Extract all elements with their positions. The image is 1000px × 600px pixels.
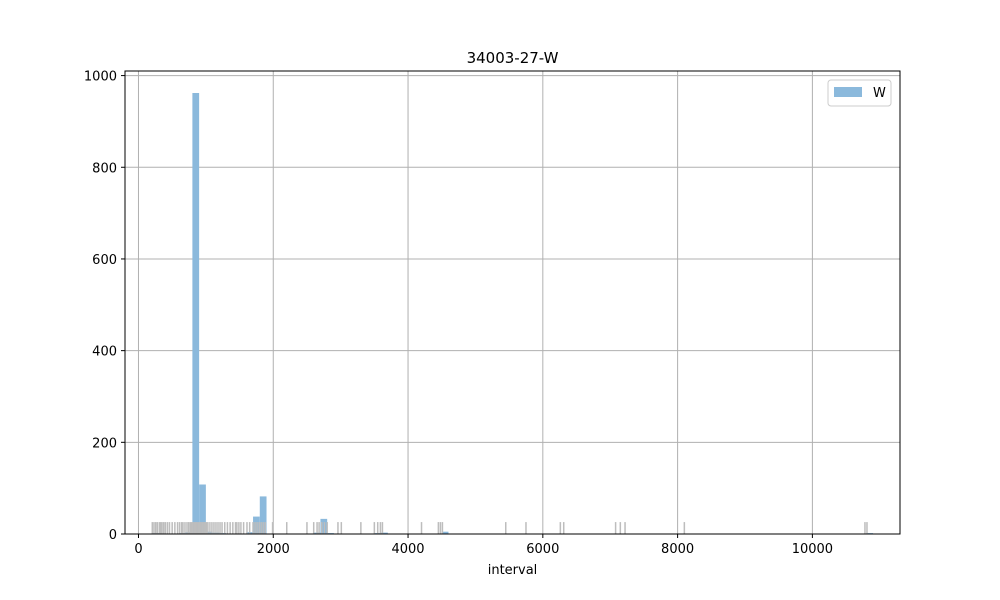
x-tick-label: 4000 bbox=[391, 542, 424, 557]
plot-frame bbox=[124, 70, 901, 535]
x-tick-label: 0 bbox=[134, 542, 142, 557]
y-tick-label: 1000 bbox=[84, 70, 117, 85]
histogram-bars bbox=[151, 93, 874, 534]
y-tick-label: 600 bbox=[92, 253, 117, 268]
y-tick-label: 0 bbox=[109, 528, 117, 543]
histogram-bar bbox=[192, 93, 200, 534]
grid-lines bbox=[125, 71, 900, 535]
x-tick-label: 8000 bbox=[661, 542, 694, 557]
chart-title: 34003-27-W bbox=[467, 49, 559, 67]
y-tick-label: 200 bbox=[92, 436, 117, 451]
legend-swatch-w bbox=[834, 87, 862, 97]
legend: W bbox=[827, 79, 892, 107]
y-tick-label: 800 bbox=[92, 161, 117, 176]
rug-marks bbox=[151, 522, 868, 534]
y-tick-label: 400 bbox=[92, 345, 117, 360]
x-tick-label: 2000 bbox=[257, 542, 290, 557]
x-axis-label: interval bbox=[488, 563, 538, 578]
x-tick-label: 6000 bbox=[526, 542, 559, 557]
y-axis-ticks: 0 200 400 600 800 1000 bbox=[84, 70, 125, 543]
x-tick-label: 10000 bbox=[792, 542, 833, 557]
histogram-bar bbox=[259, 496, 267, 534]
x-axis-ticks: 0 2000 4000 6000 8000 10000 bbox=[134, 534, 833, 557]
histogram-bar bbox=[199, 484, 206, 534]
legend-label-w: W bbox=[873, 86, 886, 101]
histogram-bar bbox=[381, 532, 388, 534]
histogram-bar bbox=[441, 531, 449, 534]
